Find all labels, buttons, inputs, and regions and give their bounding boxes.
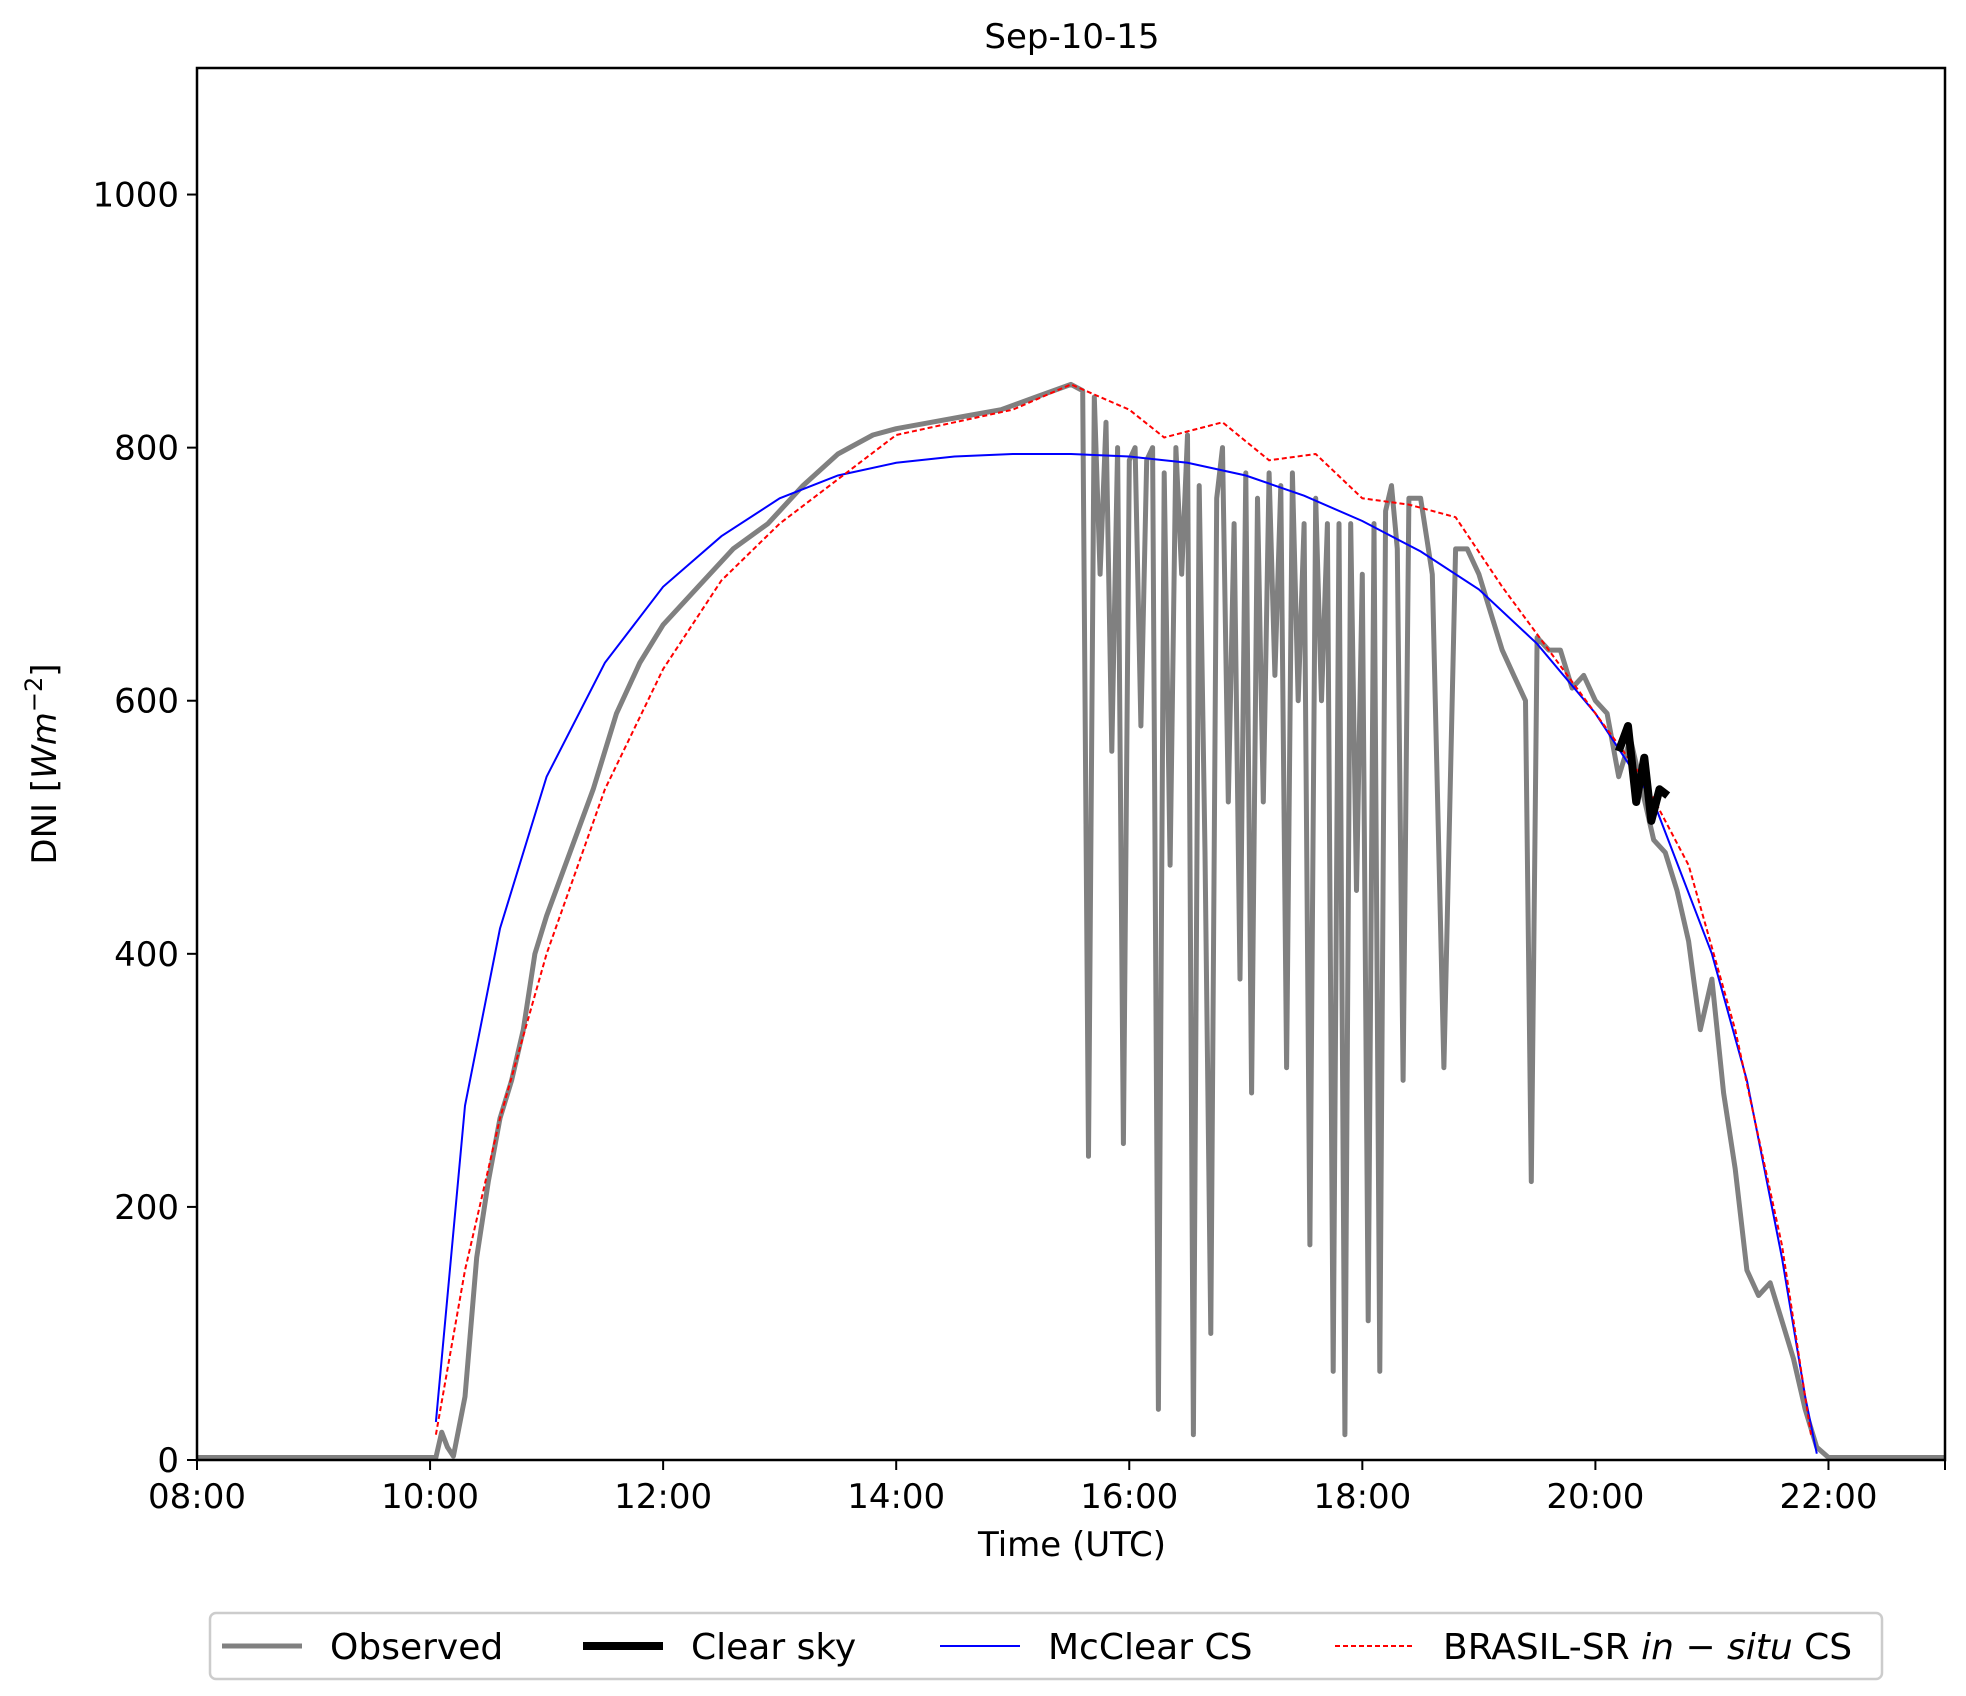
x-tick-label: 22:00 — [1779, 1477, 1877, 1517]
observed-line — [197, 381, 1945, 1460]
brasil-sr-cs-line — [434, 383, 1812, 1435]
y-axis-label-close: ] — [25, 663, 65, 676]
x-axis-label: Time (UTC) — [977, 1525, 1166, 1565]
plot-frame — [195, 66, 1947, 1462]
legend-brasil-label: BRASIL-SR in − situ CS — [1443, 1627, 1852, 1668]
y-axis-label-unit: Wm — [25, 712, 65, 779]
legend-mcclear-label: McClear CS — [1048, 1627, 1252, 1668]
x-tick-label: 18:00 — [1313, 1477, 1411, 1517]
legend-brasil-prefix: BRASIL-SR — [1443, 1627, 1641, 1668]
mcclear-cs-line — [434, 453, 1818, 1454]
y-axis: 0 200 400 600 800 1000 — [92, 176, 197, 1481]
y-axis-label: DNI [Wm−2] — [20, 663, 65, 864]
x-axis: 08:00 10:00 12:00 14:00 16:00 18:00 20:00 22:00 — [148, 1460, 1946, 1517]
legend-clear-sky-label: Clear sky — [691, 1627, 856, 1668]
x-tick-label: 20:00 — [1546, 1477, 1644, 1517]
y-tick-label: 0 — [157, 1441, 179, 1481]
legend-observed-label: Observed — [330, 1627, 503, 1668]
x-tick-label: 10:00 — [381, 1477, 479, 1517]
legend-brasil-italic: in − situ — [1641, 1627, 1793, 1668]
y-tick-label: 800 — [114, 429, 179, 469]
x-tick-label: 08:00 — [148, 1477, 246, 1517]
legend-brasil-suffix: CS — [1793, 1627, 1852, 1668]
y-tick-label: 600 — [114, 682, 179, 722]
legend-box — [208, 1611, 1884, 1681]
y-axis-label-main: DNI [ — [25, 779, 65, 865]
legend: Observed Clear sky McClear CS BRASIL-SR … — [208, 1611, 1884, 1681]
x-tick-label: 12:00 — [614, 1477, 712, 1517]
y-axis-label-exponent: −2 — [20, 677, 48, 712]
clear-sky-line — [1614, 722, 1671, 825]
series-layer — [197, 381, 1945, 1460]
y-tick-label: 1000 — [92, 176, 179, 216]
x-tick-label: 14:00 — [847, 1477, 945, 1517]
y-tick-label: 400 — [114, 935, 179, 975]
y-tick-label: 200 — [114, 1188, 179, 1228]
x-tick-label: 16:00 — [1080, 1477, 1178, 1517]
chart-title: Sep-10-15 — [984, 17, 1159, 57]
